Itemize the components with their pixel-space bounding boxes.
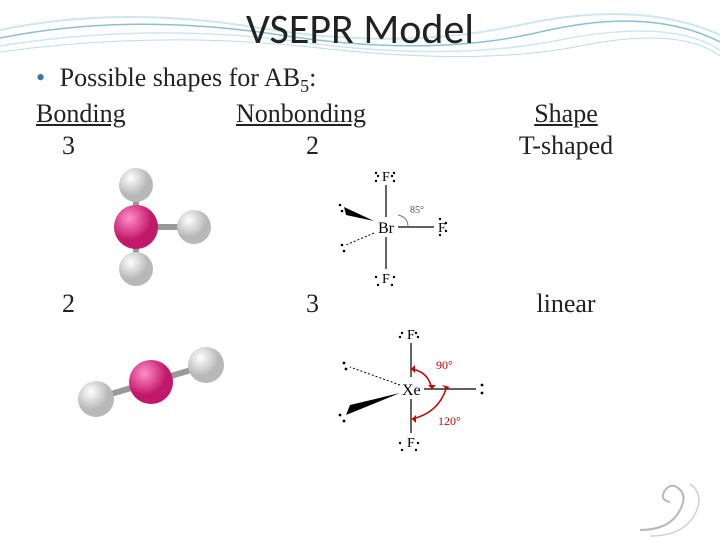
svg-text:F: F: [382, 170, 390, 185]
row1-bonding: 3: [36, 131, 236, 161]
svg-text:120°: 120°: [438, 414, 461, 428]
header-nonbonding: Nonbonding: [236, 99, 466, 129]
bullet-text-suffix: :: [309, 63, 316, 92]
center-label-br: Br: [378, 220, 395, 237]
row2-bonding: 2: [36, 289, 236, 319]
bullet-dot: •: [36, 63, 45, 92]
model-linear-3d: [36, 325, 316, 440]
svg-text:F: F: [438, 221, 446, 236]
header-shape: Shape: [466, 99, 666, 129]
row1-shape: T-shaped: [466, 131, 666, 161]
row2-shape: linear: [466, 289, 666, 319]
content-area: • Possible shapes for AB5: Bonding Nonbo…: [0, 55, 720, 445]
bullet-text-prefix: Possible shapes for AB: [60, 63, 301, 92]
bullet-line: • Possible shapes for AB5:: [36, 63, 684, 97]
header-bonding: Bonding: [36, 99, 236, 129]
column-headers: Bonding Nonbonding Shape: [36, 99, 684, 129]
svg-text:F: F: [382, 272, 390, 287]
svg-text:F: F: [407, 436, 415, 451]
row-1: 3 2 T-shaped: [36, 131, 684, 161]
diagram-row-1: Br F F F: [36, 167, 684, 287]
svg-text:F: F: [407, 328, 415, 343]
center-label-xe: Xe: [402, 382, 421, 399]
page-title: VSEPR Model: [0, 0, 720, 55]
lewis-linear: Xe F F: [316, 325, 576, 460]
row-2: 2 3 linear: [36, 289, 684, 319]
svg-text:85°: 85°: [410, 205, 424, 216]
diagram-row-2: Xe F F: [36, 325, 684, 445]
svg-text:90°: 90°: [436, 358, 453, 372]
row1-nonbonding: 2: [236, 131, 466, 161]
corner-swirl-icon: [630, 470, 720, 540]
bullet-sub: 5: [300, 76, 309, 96]
row2-nonbonding: 3: [236, 289, 466, 319]
model-t-shaped-3d: [36, 167, 316, 292]
lewis-t-shaped: Br F F F: [316, 167, 576, 292]
